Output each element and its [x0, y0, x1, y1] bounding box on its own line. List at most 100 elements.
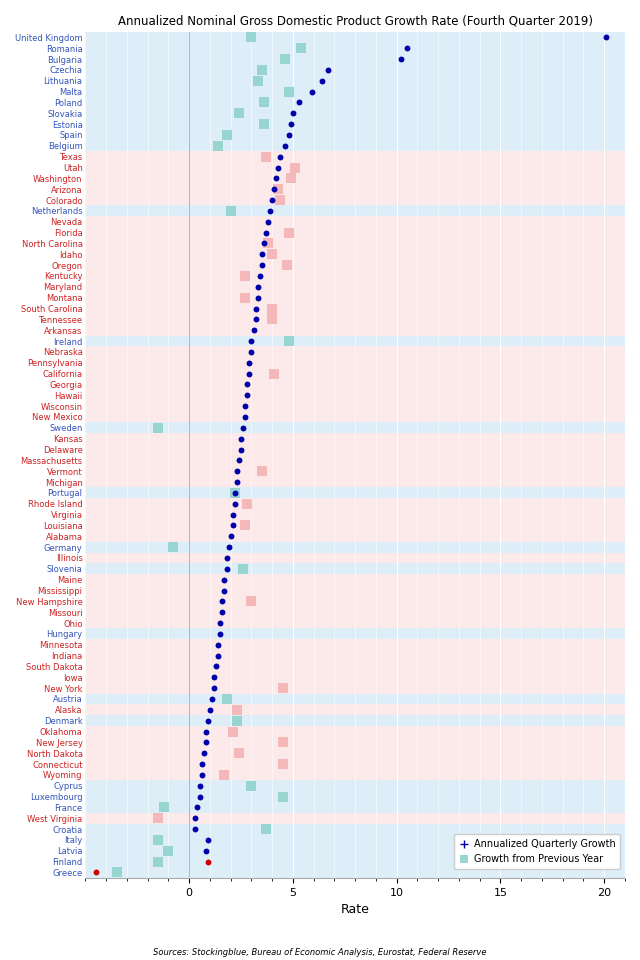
Point	[234, 746, 244, 761]
Bar	[85, 553, 625, 564]
Bar	[85, 54, 625, 64]
Point	[153, 854, 163, 870]
X-axis label: Rate: Rate	[340, 903, 370, 916]
Point	[230, 485, 240, 500]
Point	[193, 800, 203, 815]
Bar	[85, 737, 625, 748]
Bar	[85, 834, 625, 846]
Bar	[85, 86, 625, 97]
Point	[215, 626, 225, 641]
Point	[246, 778, 257, 793]
Point	[230, 496, 240, 512]
Point	[240, 398, 250, 414]
Bar	[85, 43, 625, 54]
Bar	[85, 791, 625, 802]
Point	[232, 702, 242, 717]
Point	[232, 464, 242, 479]
Point	[269, 366, 280, 381]
Point	[232, 474, 242, 490]
Bar	[85, 629, 625, 639]
Bar	[85, 824, 625, 834]
Bar	[85, 173, 625, 183]
Bar	[85, 260, 625, 271]
Bar	[85, 130, 625, 140]
Point	[196, 767, 207, 782]
Bar	[85, 607, 625, 617]
Point	[242, 496, 252, 512]
Bar	[85, 140, 625, 152]
Point	[273, 159, 284, 175]
Bar	[85, 249, 625, 260]
Title: Annualized Nominal Gross Domestic Product Growth Rate (Fourth Quarter 2019): Annualized Nominal Gross Domestic Produc…	[118, 15, 593, 28]
Point	[257, 247, 267, 262]
Bar	[85, 292, 625, 303]
Point	[278, 734, 288, 750]
Point	[323, 62, 333, 78]
Point	[201, 734, 211, 750]
Point	[267, 312, 277, 327]
Point	[240, 517, 250, 533]
Point	[250, 300, 260, 316]
Point	[261, 225, 271, 240]
Bar	[85, 271, 625, 281]
Point	[228, 724, 238, 739]
Point	[217, 605, 227, 620]
Bar	[85, 75, 625, 86]
Point	[257, 464, 267, 479]
Bar	[85, 64, 625, 75]
Bar	[85, 400, 625, 412]
Point	[213, 648, 223, 663]
Bar	[85, 433, 625, 444]
Bar	[85, 705, 625, 715]
Bar	[85, 715, 625, 726]
Bar	[85, 574, 625, 585]
Bar	[85, 228, 625, 238]
Bar	[85, 422, 625, 433]
Point	[240, 290, 250, 305]
Point	[280, 138, 290, 154]
Point	[240, 268, 250, 283]
Bar	[85, 97, 625, 108]
Point	[278, 789, 288, 804]
Bar	[85, 846, 625, 856]
Bar	[85, 347, 625, 357]
Bar	[85, 444, 625, 455]
Bar	[85, 758, 625, 770]
Point	[196, 756, 207, 772]
Point	[265, 204, 275, 219]
Point	[209, 669, 219, 684]
Bar	[85, 498, 625, 509]
Bar	[85, 617, 625, 629]
Point	[261, 149, 271, 164]
Bar	[85, 596, 625, 607]
Point	[284, 84, 294, 99]
Bar	[85, 661, 625, 672]
Bar	[85, 455, 625, 466]
Bar	[85, 531, 625, 541]
Bar	[85, 379, 625, 390]
Bar	[85, 108, 625, 119]
Point	[213, 138, 223, 154]
Point	[250, 312, 260, 327]
Bar	[85, 183, 625, 195]
Point	[201, 724, 211, 739]
Point	[234, 106, 244, 121]
Bar	[85, 639, 625, 650]
Point	[278, 756, 288, 772]
Point	[284, 333, 294, 348]
Bar	[85, 357, 625, 369]
Point	[246, 345, 257, 360]
Point	[225, 204, 236, 219]
Point	[195, 778, 205, 793]
Point	[190, 822, 200, 837]
Point	[238, 562, 248, 577]
Point	[267, 192, 277, 207]
Point	[246, 593, 257, 609]
Point	[205, 702, 215, 717]
Point	[217, 593, 227, 609]
Point	[220, 572, 230, 588]
Point	[271, 171, 282, 186]
Point	[220, 767, 230, 782]
Bar	[85, 205, 625, 216]
Point	[159, 800, 170, 815]
